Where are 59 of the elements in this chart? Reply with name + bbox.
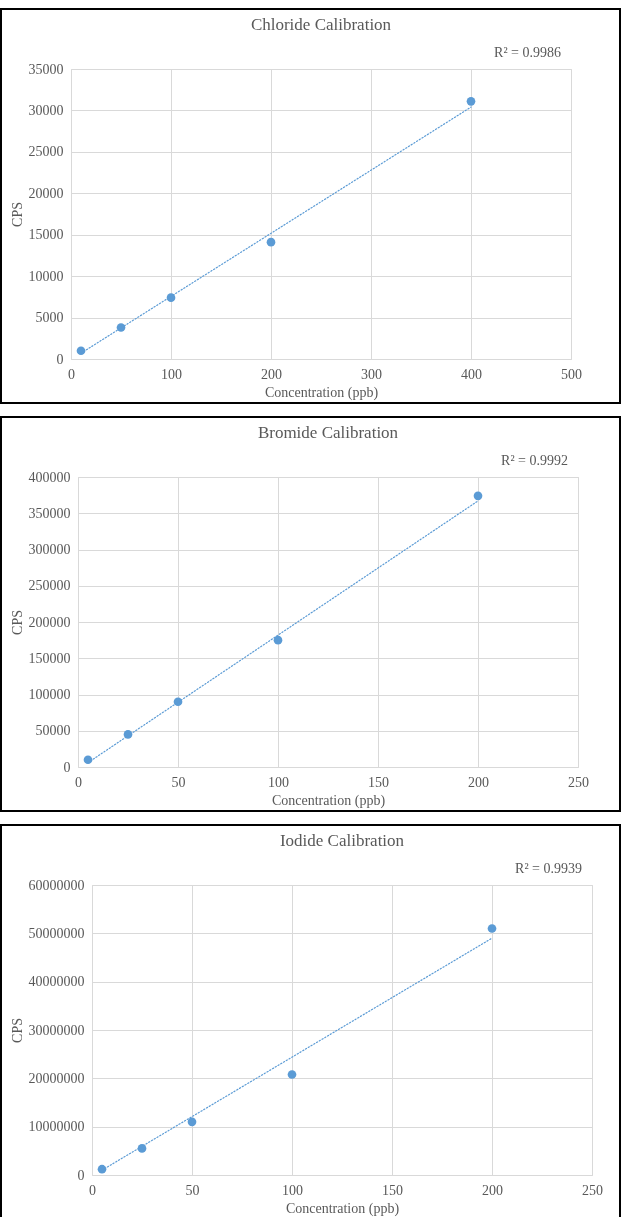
x-tick-label: 200 — [261, 366, 282, 382]
x-tick-label: 500 — [561, 366, 582, 382]
y-tick-label: 0 — [77, 1167, 85, 1183]
y-axis-title: CPS — [9, 1018, 25, 1043]
y-tick-label: 35000 — [28, 61, 64, 77]
y-tick-label: 30000000 — [28, 1022, 85, 1038]
text: R² = 0.9992 — [501, 453, 568, 468]
y-tick-label: 300000 — [28, 542, 71, 557]
y-tick-label: 100000 — [28, 687, 71, 702]
y-tick-label: 40000000 — [28, 974, 85, 990]
point — [473, 491, 483, 501]
x-tick-label: 100 — [268, 774, 289, 790]
x-tick-label: 200 — [468, 774, 489, 790]
point — [466, 96, 476, 106]
x-tick-label: 400 — [461, 366, 482, 382]
x-tick-label: 100 — [161, 366, 182, 382]
x-tick-label: 150 — [382, 1182, 403, 1198]
point — [266, 237, 276, 247]
x-tick-label: 50 — [185, 1182, 200, 1198]
y-tick-label: 0 — [63, 759, 71, 775]
chart-title: Chloride Calibration — [250, 15, 392, 34]
y-tick-label: 200000 — [28, 614, 71, 630]
text: R² = 0.9986 — [494, 45, 561, 60]
y-tick-label: 250000 — [28, 578, 71, 594]
y-tick-label: 150000 — [28, 650, 71, 666]
x-axis-title: Concentration (ppb) — [271, 792, 386, 809]
y-tick-label: 400000 — [28, 469, 71, 485]
chart-title: Bromide Calibration — [257, 423, 399, 442]
y-tick-label: 20000000 — [28, 1070, 85, 1086]
y-tick-label: 350000 — [28, 505, 71, 521]
y-tick-label: 60000000 — [28, 877, 85, 893]
x-tick-label: 50 — [171, 774, 186, 790]
x-tick-label: 100 — [282, 1182, 303, 1198]
y-tick-label: 5000 — [35, 310, 64, 326]
y-tick-label: 30000 — [28, 102, 64, 118]
y-tick-label: 50000 — [35, 723, 71, 739]
x-tick-label: 150 — [368, 774, 389, 790]
y-tick-label: 10000000 — [28, 1119, 85, 1135]
point — [487, 924, 497, 933]
x-tick-label: 250 — [568, 774, 589, 790]
y-axis-title: CPS — [9, 610, 25, 635]
y-tick-label: 25000 — [28, 144, 64, 160]
x-tick-label: 200 — [482, 1182, 503, 1198]
x-axis-title: Concentration (ppb) — [285, 1200, 400, 1217]
point — [273, 635, 283, 645]
x-tick-label: 300 — [361, 366, 382, 382]
text: R² = 0.9939 — [515, 861, 582, 876]
point — [187, 1117, 197, 1127]
y-tick-label: 0 — [56, 351, 64, 367]
y-tick-label: 10000 — [28, 268, 64, 284]
x-tick-label: 250 — [582, 1182, 603, 1198]
y-axis-title: CPS — [9, 202, 25, 227]
y-tick-label: 15000 — [28, 227, 64, 243]
y-tick-label: 20000 — [28, 185, 64, 201]
y-tick-label: 50000000 — [28, 925, 85, 941]
x-tick-label: 0 — [89, 1182, 96, 1198]
x-axis-title: Concentration (ppb) — [264, 384, 379, 401]
point — [287, 1070, 297, 1079]
chart-title: Iodide Calibration — [279, 831, 405, 850]
